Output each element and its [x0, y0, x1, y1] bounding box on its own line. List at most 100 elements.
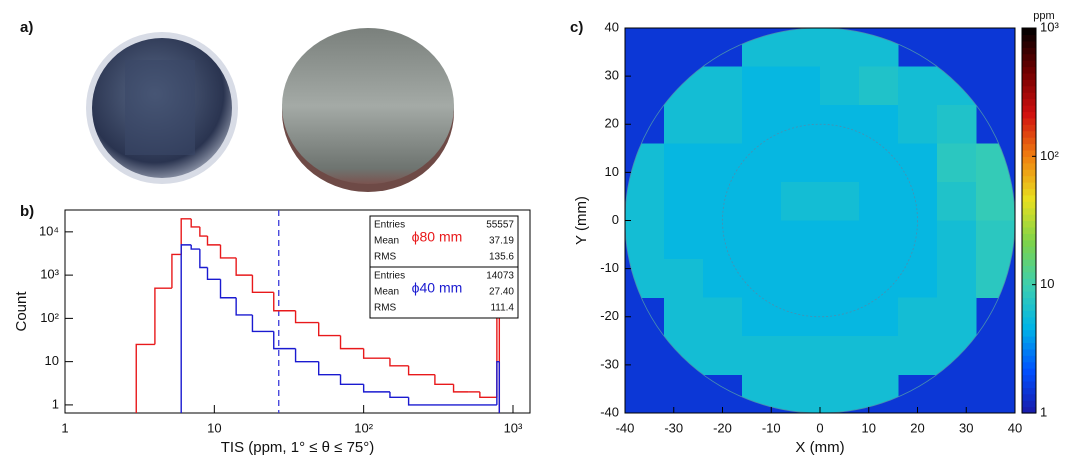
colorbar-swatch: [1022, 400, 1036, 408]
heatmap-cell: [820, 220, 860, 260]
colorbar-swatch: [1022, 342, 1036, 350]
heatmap-cell: [859, 336, 899, 375]
heatmap-cell: [859, 66, 899, 106]
colorbar-swatch: [1022, 214, 1036, 222]
histogram-step: [496, 360, 500, 405]
heatmap-cell: [703, 143, 743, 183]
heatmap-cell: [937, 220, 977, 260]
histogram-step: [235, 257, 253, 276]
heatmap-cell: [742, 336, 782, 375]
histogram-step: [294, 348, 319, 363]
colorbar-swatch: [1022, 28, 1036, 36]
colorbar-swatch: [1022, 169, 1036, 177]
plot-frame: [64, 209, 531, 414]
heatmap-cell: [742, 143, 782, 183]
heatmap-cell: [781, 28, 821, 67]
y-tick-label: 1: [52, 396, 59, 411]
colorbar-swatch: [1022, 162, 1036, 170]
stats-key: RMS: [374, 303, 397, 314]
panel-label: c): [570, 19, 583, 36]
x-tick-label: -30: [664, 420, 683, 435]
heatmap-cell: [664, 259, 704, 298]
heatmap-cell: [820, 28, 860, 67]
heatmap-cell: [664, 220, 704, 260]
heatmap-cell: [781, 220, 821, 260]
stats-value: 37.19: [489, 236, 514, 247]
histogram-step: [362, 384, 390, 393]
x-tick-label: -40: [616, 420, 635, 435]
heatmap-cell: [898, 259, 938, 298]
heatmap-cell: [703, 66, 743, 106]
colorbar-swatch: [1022, 130, 1036, 138]
stats-value: 14073: [486, 271, 514, 282]
stats-key: Mean: [374, 287, 399, 298]
colorbar-swatch: [1022, 98, 1036, 106]
heatmap-cell: [703, 336, 743, 375]
colorbar-swatch: [1022, 368, 1036, 376]
colorbar-swatch: [1022, 226, 1036, 234]
colorbar-swatch: [1022, 406, 1036, 414]
x-tick-label: 0: [816, 420, 823, 435]
colorbar-swatch: [1022, 40, 1036, 48]
colorbar-swatch: [1022, 34, 1036, 42]
histogram-step: [389, 391, 409, 398]
heatmap-cell: [781, 259, 821, 298]
colorbar-swatch: [1022, 246, 1036, 254]
colorbar-swatch: [1022, 284, 1036, 292]
heatmap-cell: [664, 143, 704, 183]
colorbar-swatch: [1022, 374, 1036, 382]
colorbar-swatch: [1022, 303, 1036, 311]
histogram-step: [171, 253, 182, 289]
stats-key: Entries: [374, 271, 405, 282]
y-axis-label: Y (mm): [573, 196, 590, 245]
colorbar-tick-label: 10²: [1040, 148, 1059, 163]
y-tick-label: 30: [605, 68, 619, 83]
colorbar-swatch: [1022, 117, 1036, 125]
histogram-step: [199, 249, 208, 269]
histogram-step: [362, 348, 390, 359]
y-tick-label: -10: [600, 260, 619, 275]
heatmap-cell: [781, 66, 821, 106]
colorbar-swatch: [1022, 47, 1036, 55]
x-tick-label: 10: [862, 420, 876, 435]
colorbar-swatch: [1022, 233, 1036, 241]
colorbar-tick-label: 10: [1040, 276, 1054, 291]
x-axis-label: TIS (ppm, 1° ≤ θ ≤ 75°): [221, 439, 375, 456]
colorbar-swatch: [1022, 336, 1036, 344]
heatmap-cell: [625, 220, 665, 260]
heatmap-cell: [742, 259, 782, 298]
photo-wafer: [282, 28, 454, 192]
colorbar-swatch: [1022, 201, 1036, 209]
stats-value: 111.4: [490, 303, 514, 314]
colorbar-frame: [1021, 27, 1037, 414]
colorbar-swatch: [1022, 393, 1036, 401]
colorbar-swatch: [1022, 316, 1036, 324]
colorbar-swatch: [1022, 143, 1036, 151]
histogram-step: [199, 226, 208, 237]
histogram-step: [407, 365, 435, 376]
colorbar-swatch: [1022, 323, 1036, 331]
colorbar-swatch: [1022, 220, 1036, 228]
colorbar-swatch: [1022, 188, 1036, 196]
colorbar-swatch: [1022, 348, 1036, 356]
x-axis-label: X (mm): [795, 439, 844, 456]
heatmap-cell: [742, 66, 782, 106]
colorbar-swatch: [1022, 156, 1036, 164]
colorbar-swatch: [1022, 137, 1036, 145]
colorbar-swatch: [1022, 207, 1036, 215]
colorbar-swatch: [1022, 60, 1036, 68]
wafer-face: [282, 28, 454, 184]
heatmap-cells: [625, 28, 1015, 413]
stats-key: RMS: [374, 252, 397, 263]
heatmap-cell: [898, 220, 938, 260]
colorbar-swatch: [1022, 310, 1036, 318]
colorbar-swatch: [1022, 291, 1036, 299]
histogram-step: [180, 218, 192, 255]
y-axis-label: Count: [13, 291, 30, 332]
heatmap-cell: [781, 182, 821, 221]
heatmap-cell: [937, 297, 977, 337]
y-tick-label: 20: [605, 116, 619, 131]
colorbar-swatch: [1022, 149, 1036, 157]
